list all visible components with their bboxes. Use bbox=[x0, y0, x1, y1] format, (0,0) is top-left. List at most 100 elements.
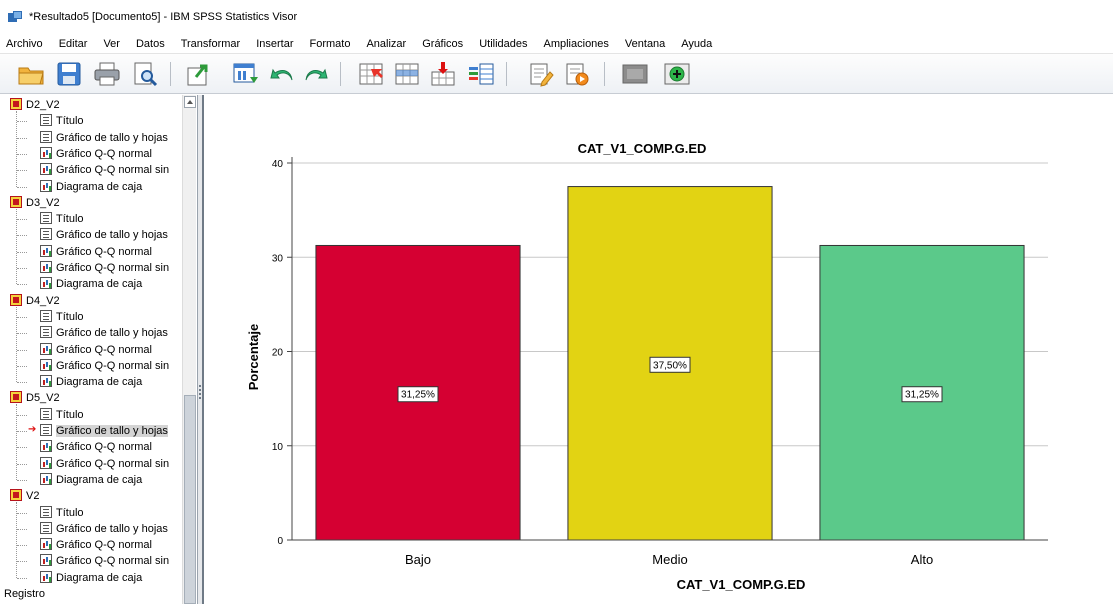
outline-item-label: Título bbox=[56, 506, 84, 519]
outline-item[interactable]: Título bbox=[40, 505, 84, 521]
menu-ver[interactable]: Ver bbox=[103, 37, 120, 50]
outline-item[interactable]: Gráfico de tallo y hojas bbox=[40, 130, 168, 146]
chart-icon bbox=[40, 342, 52, 355]
outline-item[interactable]: Diagrama de caja bbox=[40, 179, 142, 195]
outline-item[interactable]: Gráfico Q-Q normal bbox=[40, 537, 152, 553]
y-tick-label: 40 bbox=[272, 159, 284, 170]
outline-item[interactable]: Título bbox=[40, 211, 84, 227]
outline-item-label: Gráfico Q-Q normal sin bbox=[56, 359, 170, 372]
menu-utilidades[interactable]: Utilidades bbox=[479, 37, 528, 50]
outline-item[interactable]: Gráfico Q-Q normal sin bbox=[40, 260, 169, 276]
menu-ventana[interactable]: Ventana bbox=[624, 37, 666, 50]
outline-item[interactable]: Título bbox=[40, 113, 84, 129]
bar-chart[interactable]: CAT_V1_COMP.G.ED Porcentaje CAT_V1_COMP.… bbox=[206, 95, 1113, 604]
menu-archivo[interactable]: Archivo bbox=[6, 37, 43, 50]
outline-item[interactable]: Gráfico de tallo y hojas bbox=[40, 423, 168, 439]
print-icon[interactable] bbox=[92, 60, 122, 88]
tree-connector bbox=[16, 502, 17, 578]
outline-group-d2-v2[interactable]: D2_V2 bbox=[10, 97, 60, 113]
tree-connector bbox=[17, 447, 27, 449]
menu-graficos[interactable]: Gráficos bbox=[422, 37, 464, 50]
outline-item[interactable]: Gráfico de tallo y hojas bbox=[40, 227, 168, 243]
tree-connector bbox=[16, 208, 17, 285]
menu-insertar[interactable]: Insertar bbox=[256, 37, 294, 50]
goto-variable-icon[interactable] bbox=[428, 60, 458, 88]
splitter-grip-icon bbox=[199, 385, 201, 401]
outline-group-d5-v2[interactable]: D5_V2 bbox=[10, 390, 60, 406]
data-label: 31,25% bbox=[905, 390, 939, 401]
outline-group-d3-v2[interactable]: D3_V2 bbox=[10, 195, 60, 211]
outline-item[interactable]: Gráfico Q-Q normal bbox=[40, 439, 152, 455]
outline-item-label: Gráfico Q-Q normal sin bbox=[56, 457, 170, 470]
outline-item[interactable]: Gráfico Q-Q normal bbox=[40, 146, 152, 162]
outline-item[interactable]: Diagrama de caja bbox=[40, 570, 142, 586]
stem-leaf-doc-icon bbox=[40, 424, 52, 436]
tree-connector bbox=[17, 170, 27, 172]
tree-connector bbox=[17, 316, 27, 318]
outline-item-label: Gráfico Q-Q normal bbox=[56, 343, 152, 356]
outline-group-v2[interactable]: V2 bbox=[10, 488, 39, 504]
scroll-up-arrow-icon[interactable] bbox=[184, 96, 196, 108]
outline-log-item[interactable]: Registro bbox=[4, 586, 45, 602]
outline-item[interactable]: Gráfico Q-Q normal sin bbox=[40, 456, 169, 472]
undo-icon[interactable] bbox=[268, 60, 298, 88]
outline-item[interactable]: Gráfico Q-Q normal bbox=[40, 342, 152, 358]
stem-leaf-doc-icon bbox=[40, 326, 52, 339]
data-label: 31,25% bbox=[401, 390, 435, 401]
variables-icon[interactable] bbox=[466, 60, 496, 88]
chart-title: CAT_V1_COMP.G.ED bbox=[578, 141, 707, 156]
outline-item[interactable]: Gráfico Q-Q normal sin bbox=[40, 358, 169, 374]
outline-scrollbar[interactable] bbox=[182, 95, 196, 604]
outline-item[interactable]: Gráfico Q-Q normal bbox=[40, 244, 152, 260]
outline-item[interactable]: Gráfico de tallo y hojas bbox=[40, 521, 168, 537]
tree-connector bbox=[17, 333, 27, 335]
outline-item[interactable]: Gráfico Q-Q normal sin bbox=[40, 162, 169, 178]
insert-icon[interactable] bbox=[662, 60, 692, 88]
save-icon[interactable] bbox=[54, 60, 84, 88]
outline-item[interactable]: Gráfico Q-Q normal sin bbox=[40, 553, 169, 569]
menu-transformar[interactable]: Transformar bbox=[180, 37, 241, 50]
y-tick-label: 0 bbox=[277, 536, 283, 547]
menu-ayuda[interactable]: Ayuda bbox=[681, 37, 713, 50]
menu-ampliaciones[interactable]: Ampliaciones bbox=[543, 37, 609, 50]
outline-item[interactable]: Título bbox=[40, 309, 84, 325]
outline-item[interactable]: Diagrama de caja bbox=[40, 276, 142, 292]
menu-analizar[interactable]: Analizar bbox=[366, 37, 407, 50]
outline-item[interactable]: Título bbox=[40, 407, 84, 423]
title-doc-icon bbox=[40, 309, 52, 322]
scrollbar-thumb[interactable] bbox=[184, 395, 196, 604]
outline-group-label: V2 bbox=[26, 490, 40, 503]
menu-formato[interactable]: Formato bbox=[309, 37, 351, 50]
spss-app-icon bbox=[8, 11, 22, 23]
outline-group-label: D4_V2 bbox=[26, 294, 60, 307]
data-label-box bbox=[649, 356, 691, 373]
open-icon[interactable] bbox=[16, 60, 46, 88]
output-book-icon bbox=[10, 391, 22, 404]
recall-dialog-icon[interactable] bbox=[230, 60, 260, 88]
tree-connector bbox=[17, 137, 27, 139]
script-icon[interactable] bbox=[562, 60, 592, 88]
outline-item-label: Gráfico Q-Q normal sin bbox=[56, 262, 170, 274]
export-icon[interactable] bbox=[184, 60, 214, 88]
tree-connector bbox=[17, 121, 27, 123]
outline-item[interactable]: Diagrama de caja bbox=[40, 374, 142, 390]
outline-item[interactable]: Gráfico de tallo y hojas bbox=[40, 325, 168, 341]
toolbar-separator bbox=[170, 62, 171, 86]
chart-icon bbox=[40, 570, 52, 583]
pane-splitter[interactable] bbox=[198, 95, 204, 604]
goto-data-icon[interactable] bbox=[356, 60, 386, 88]
outline-item[interactable]: Diagrama de caja bbox=[40, 472, 142, 488]
menu-editar[interactable]: Editar bbox=[58, 37, 88, 50]
outline-group-d4-v2[interactable]: D4_V2 bbox=[10, 293, 60, 309]
tree-connector bbox=[16, 111, 17, 187]
x-tick-label: Bajo bbox=[405, 552, 431, 567]
designate-window-icon[interactable] bbox=[526, 60, 556, 88]
hide-icon[interactable] bbox=[620, 60, 650, 88]
print-preview-icon[interactable] bbox=[130, 60, 160, 88]
menu-datos[interactable]: Datos bbox=[135, 37, 165, 50]
goto-case-icon[interactable] bbox=[392, 60, 422, 88]
chart-icon bbox=[40, 538, 52, 551]
redo-icon[interactable] bbox=[300, 60, 330, 88]
outline-item-label: Gráfico de tallo y hojas bbox=[56, 229, 168, 242]
